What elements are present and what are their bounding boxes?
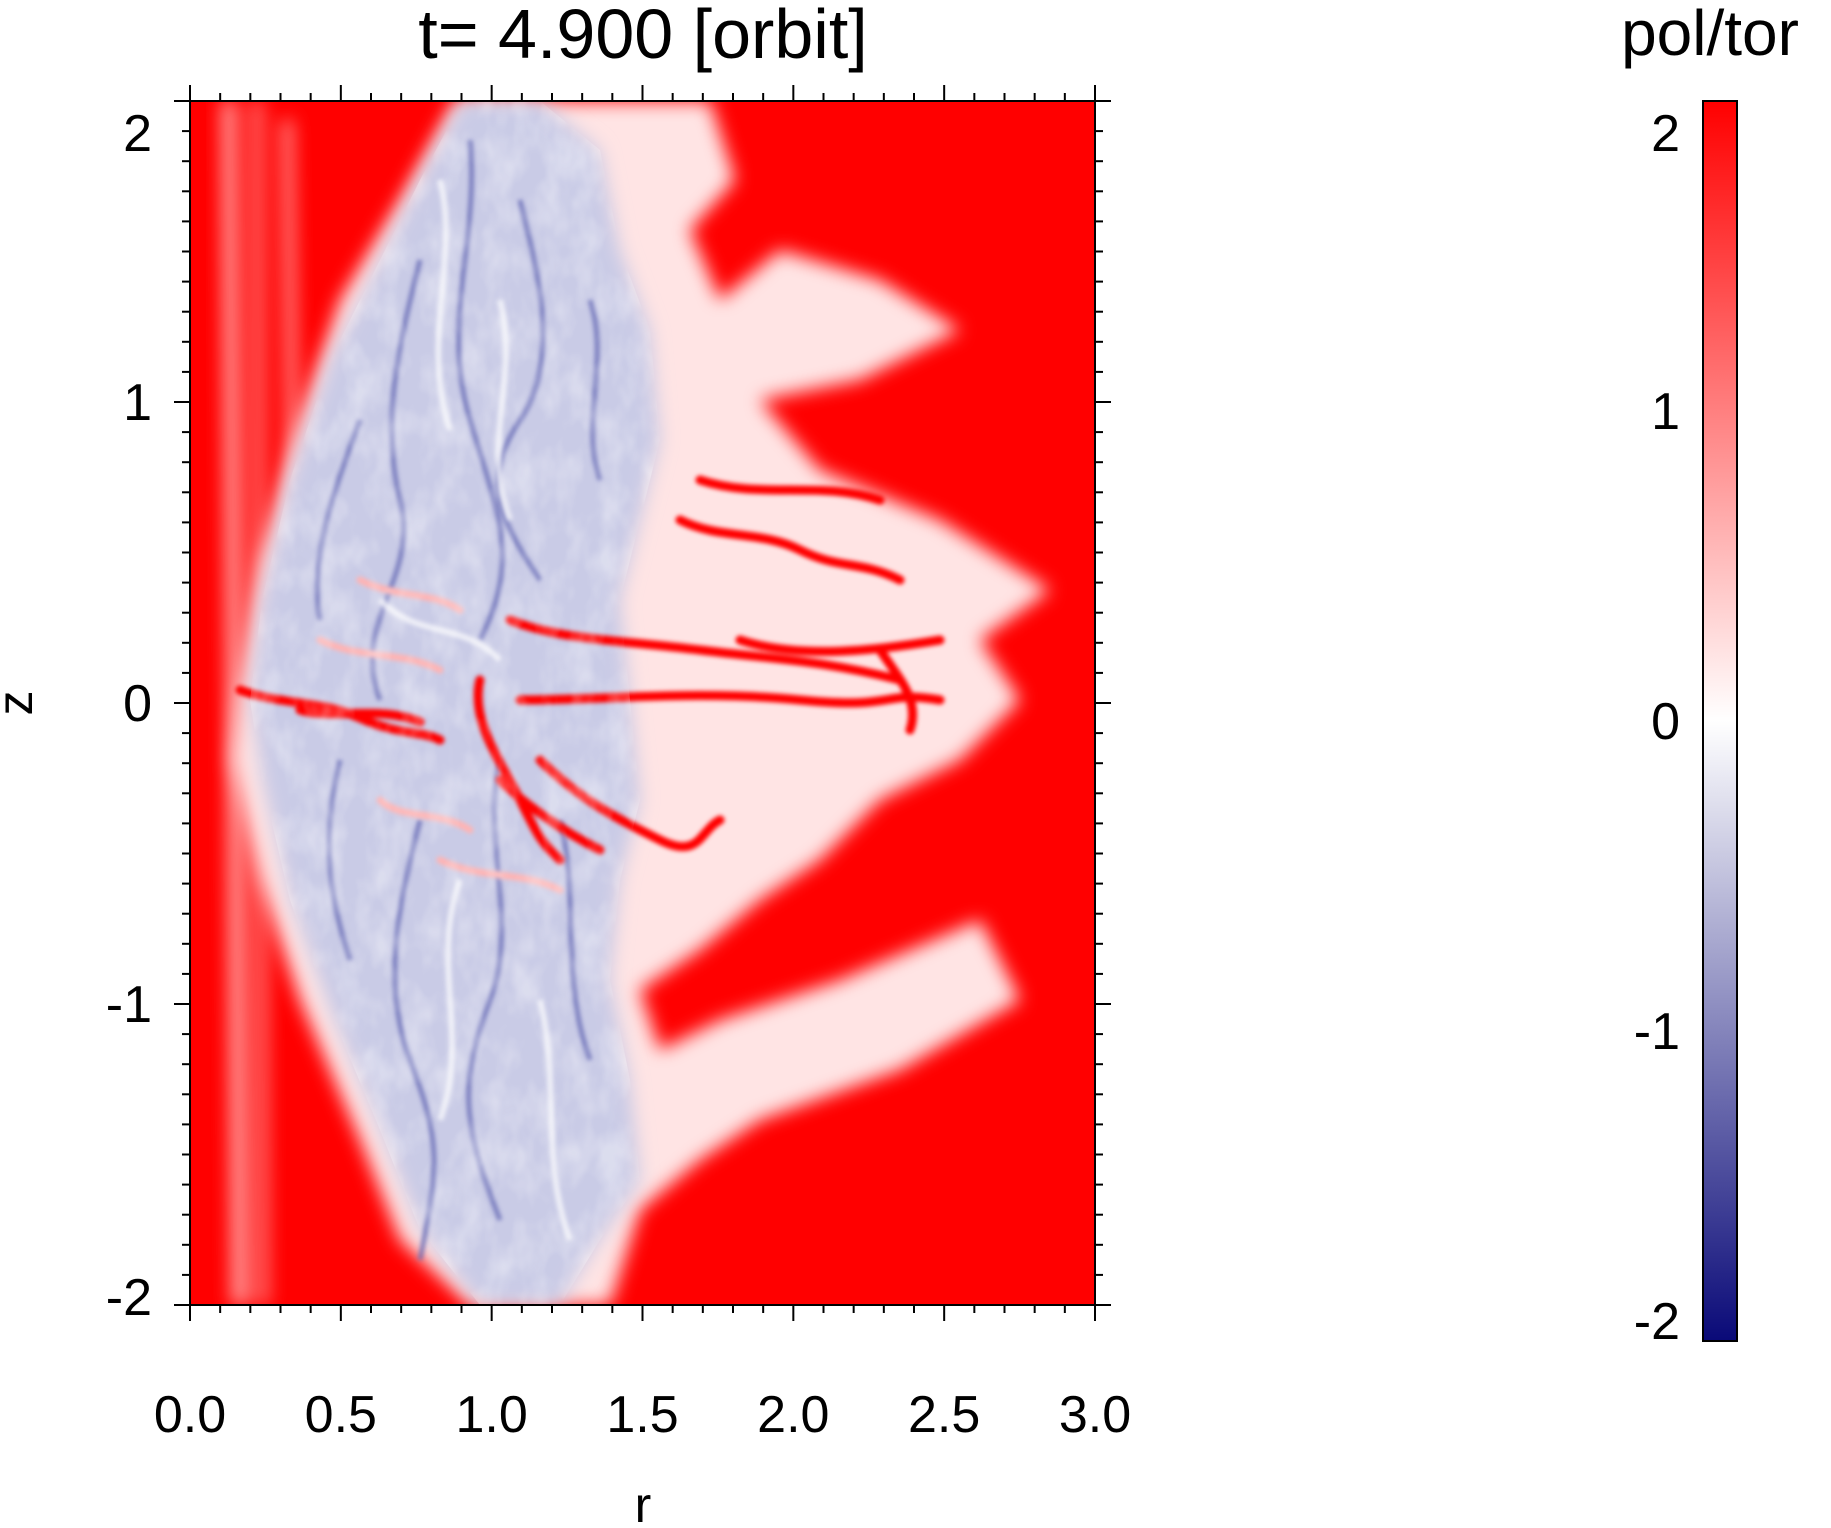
x-tick-label: 0.5: [305, 1386, 377, 1444]
x-tick-label: 1.5: [606, 1386, 678, 1444]
x-tick-label: 1.0: [456, 1386, 528, 1444]
y-axis-label: z: [0, 691, 43, 716]
heatmap-field: [190, 101, 1095, 1305]
x-tick-label: 2.0: [757, 1386, 829, 1444]
y-tick-label: 0: [123, 675, 152, 733]
y-axis-ticks: [174, 100, 1111, 1306]
colorbar-tick-labels: 2 1 0 -1 -2: [1634, 105, 1680, 1351]
x-axis-label: r: [635, 1477, 652, 1528]
colorbar-tick-label: 2: [1651, 105, 1680, 163]
x-tick-label: 2.5: [908, 1386, 980, 1444]
colorbar-tick-label: -2: [1634, 1293, 1680, 1351]
y-tick-label: 1: [123, 374, 152, 432]
y-tick-label: -1: [106, 976, 152, 1034]
x-axis-tick-labels: 0.0 0.5 1.0 1.5 2.0 2.5 3.0: [154, 1386, 1131, 1444]
y-tick-label: -2: [106, 1269, 152, 1327]
colorbar-title: pol/tor: [1621, 0, 1799, 69]
y-tick-label: 2: [123, 105, 152, 163]
lobe-texture: [250, 101, 660, 1305]
x-tick-label: 3.0: [1059, 1386, 1131, 1444]
x-tick-label: 0.0: [154, 1386, 226, 1444]
colorbar-tick-label: -1: [1634, 1003, 1680, 1061]
chart-title: t= 4.900 [orbit]: [418, 0, 867, 73]
colorbar-tick-label: 0: [1651, 693, 1680, 751]
colorbar: [1702, 100, 1738, 1342]
x-axis-ticks: [189, 85, 1096, 1321]
colorbar-tick-label: 1: [1651, 383, 1680, 441]
y-axis-tick-labels: 2 1 0 -1 -2: [106, 105, 152, 1327]
